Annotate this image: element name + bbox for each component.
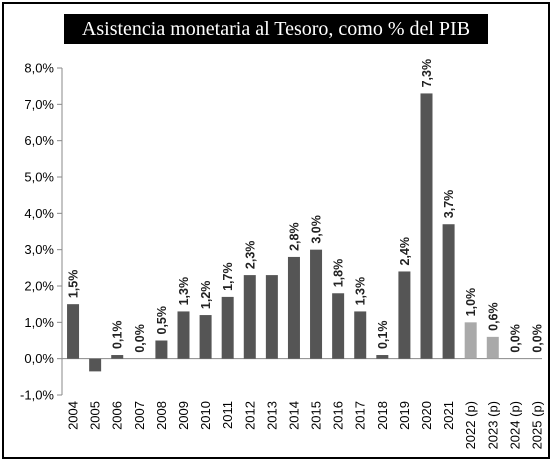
x-tick-label: 2023 (p)	[485, 401, 500, 449]
data-label: 0,5%	[155, 306, 169, 335]
data-label: 1,8%	[332, 259, 346, 288]
bar-2004	[67, 304, 80, 359]
x-tick-label: 2010	[198, 401, 213, 430]
data-label: 1,3%	[354, 277, 368, 306]
data-label: 2,4%	[398, 237, 412, 266]
bar-2013	[265, 275, 278, 359]
bar-2009	[177, 311, 190, 359]
bar-2010	[199, 315, 212, 359]
data-label: 7,3%	[420, 59, 434, 88]
data-label: 0,0%	[133, 324, 147, 353]
x-tick-label: 2009	[176, 401, 191, 430]
x-tick-label: 2005	[88, 401, 103, 430]
y-tick-label: 6,0%	[24, 133, 54, 148]
x-tick-label: 2015	[309, 401, 324, 430]
bar-2020	[420, 93, 433, 359]
data-label: 3,0%	[310, 215, 324, 244]
data-label: 0,0%	[530, 324, 544, 353]
y-tick-label: -1,0%	[20, 388, 54, 403]
y-tick-label: 1,0%	[24, 315, 54, 330]
bar-2017	[354, 311, 367, 359]
data-label: 3,7%	[442, 190, 456, 219]
x-tick-label: 2014	[286, 401, 301, 430]
data-label: 2,8%	[287, 222, 301, 251]
x-tick-label: 2019	[397, 401, 412, 430]
chart-title: Asistencia monetaria al Tesoro, como % d…	[64, 14, 488, 44]
bar-2011	[221, 296, 234, 359]
bar-2018	[376, 355, 389, 359]
y-tick-label: 5,0%	[24, 170, 54, 185]
data-label: 1,0%	[464, 288, 478, 317]
x-tick-label: 2017	[353, 401, 368, 430]
y-tick-label: 2,0%	[24, 279, 54, 294]
data-label: 0,1%	[376, 321, 390, 350]
bar-2023-p	[486, 336, 499, 359]
x-tick-label: 2016	[331, 401, 346, 430]
x-tick-label: 2011	[220, 401, 235, 429]
bar-2005	[89, 358, 102, 372]
x-tick-label: 2013	[264, 401, 279, 430]
y-tick-label: 7,0%	[24, 97, 54, 112]
bar-2012	[243, 275, 256, 359]
bar-2006	[111, 355, 124, 359]
bar-2022-p	[464, 322, 477, 359]
data-label: 0,1%	[111, 321, 125, 350]
data-label: 1,7%	[221, 262, 235, 291]
x-tick-label: 2024 (p)	[507, 401, 522, 449]
y-tick-label: 0,0%	[24, 351, 54, 366]
x-tick-label: 2020	[419, 401, 434, 430]
x-tick-label: 2008	[154, 401, 169, 430]
bar-2014	[287, 256, 300, 359]
x-tick-label: 2025 (p)	[529, 401, 544, 449]
data-label: 1,3%	[177, 277, 191, 306]
x-tick-label: 2018	[375, 401, 390, 430]
x-tick-label: 2004	[66, 401, 81, 430]
data-label: 1,2%	[199, 281, 213, 310]
x-tick-label: 2021	[441, 401, 456, 430]
y-tick-label: 3,0%	[24, 242, 54, 257]
data-label: 1,5%	[67, 270, 81, 299]
bar-2021	[442, 224, 455, 359]
x-tick-label: 2022 (p)	[463, 401, 478, 449]
x-tick-label: 2012	[242, 401, 257, 430]
bar-2019	[398, 271, 411, 359]
x-tick-label: 2007	[132, 401, 147, 430]
bar-2008	[155, 340, 168, 359]
bar-2015	[310, 249, 323, 359]
data-label: 0,0%	[508, 324, 522, 353]
y-tick-label: 4,0%	[24, 206, 54, 221]
x-tick-label: 2006	[110, 401, 125, 430]
y-tick-label: 8,0%	[24, 61, 54, 76]
data-label: 2,3%	[243, 241, 257, 270]
bar-2016	[332, 293, 345, 359]
data-label: 0,6%	[486, 302, 500, 331]
